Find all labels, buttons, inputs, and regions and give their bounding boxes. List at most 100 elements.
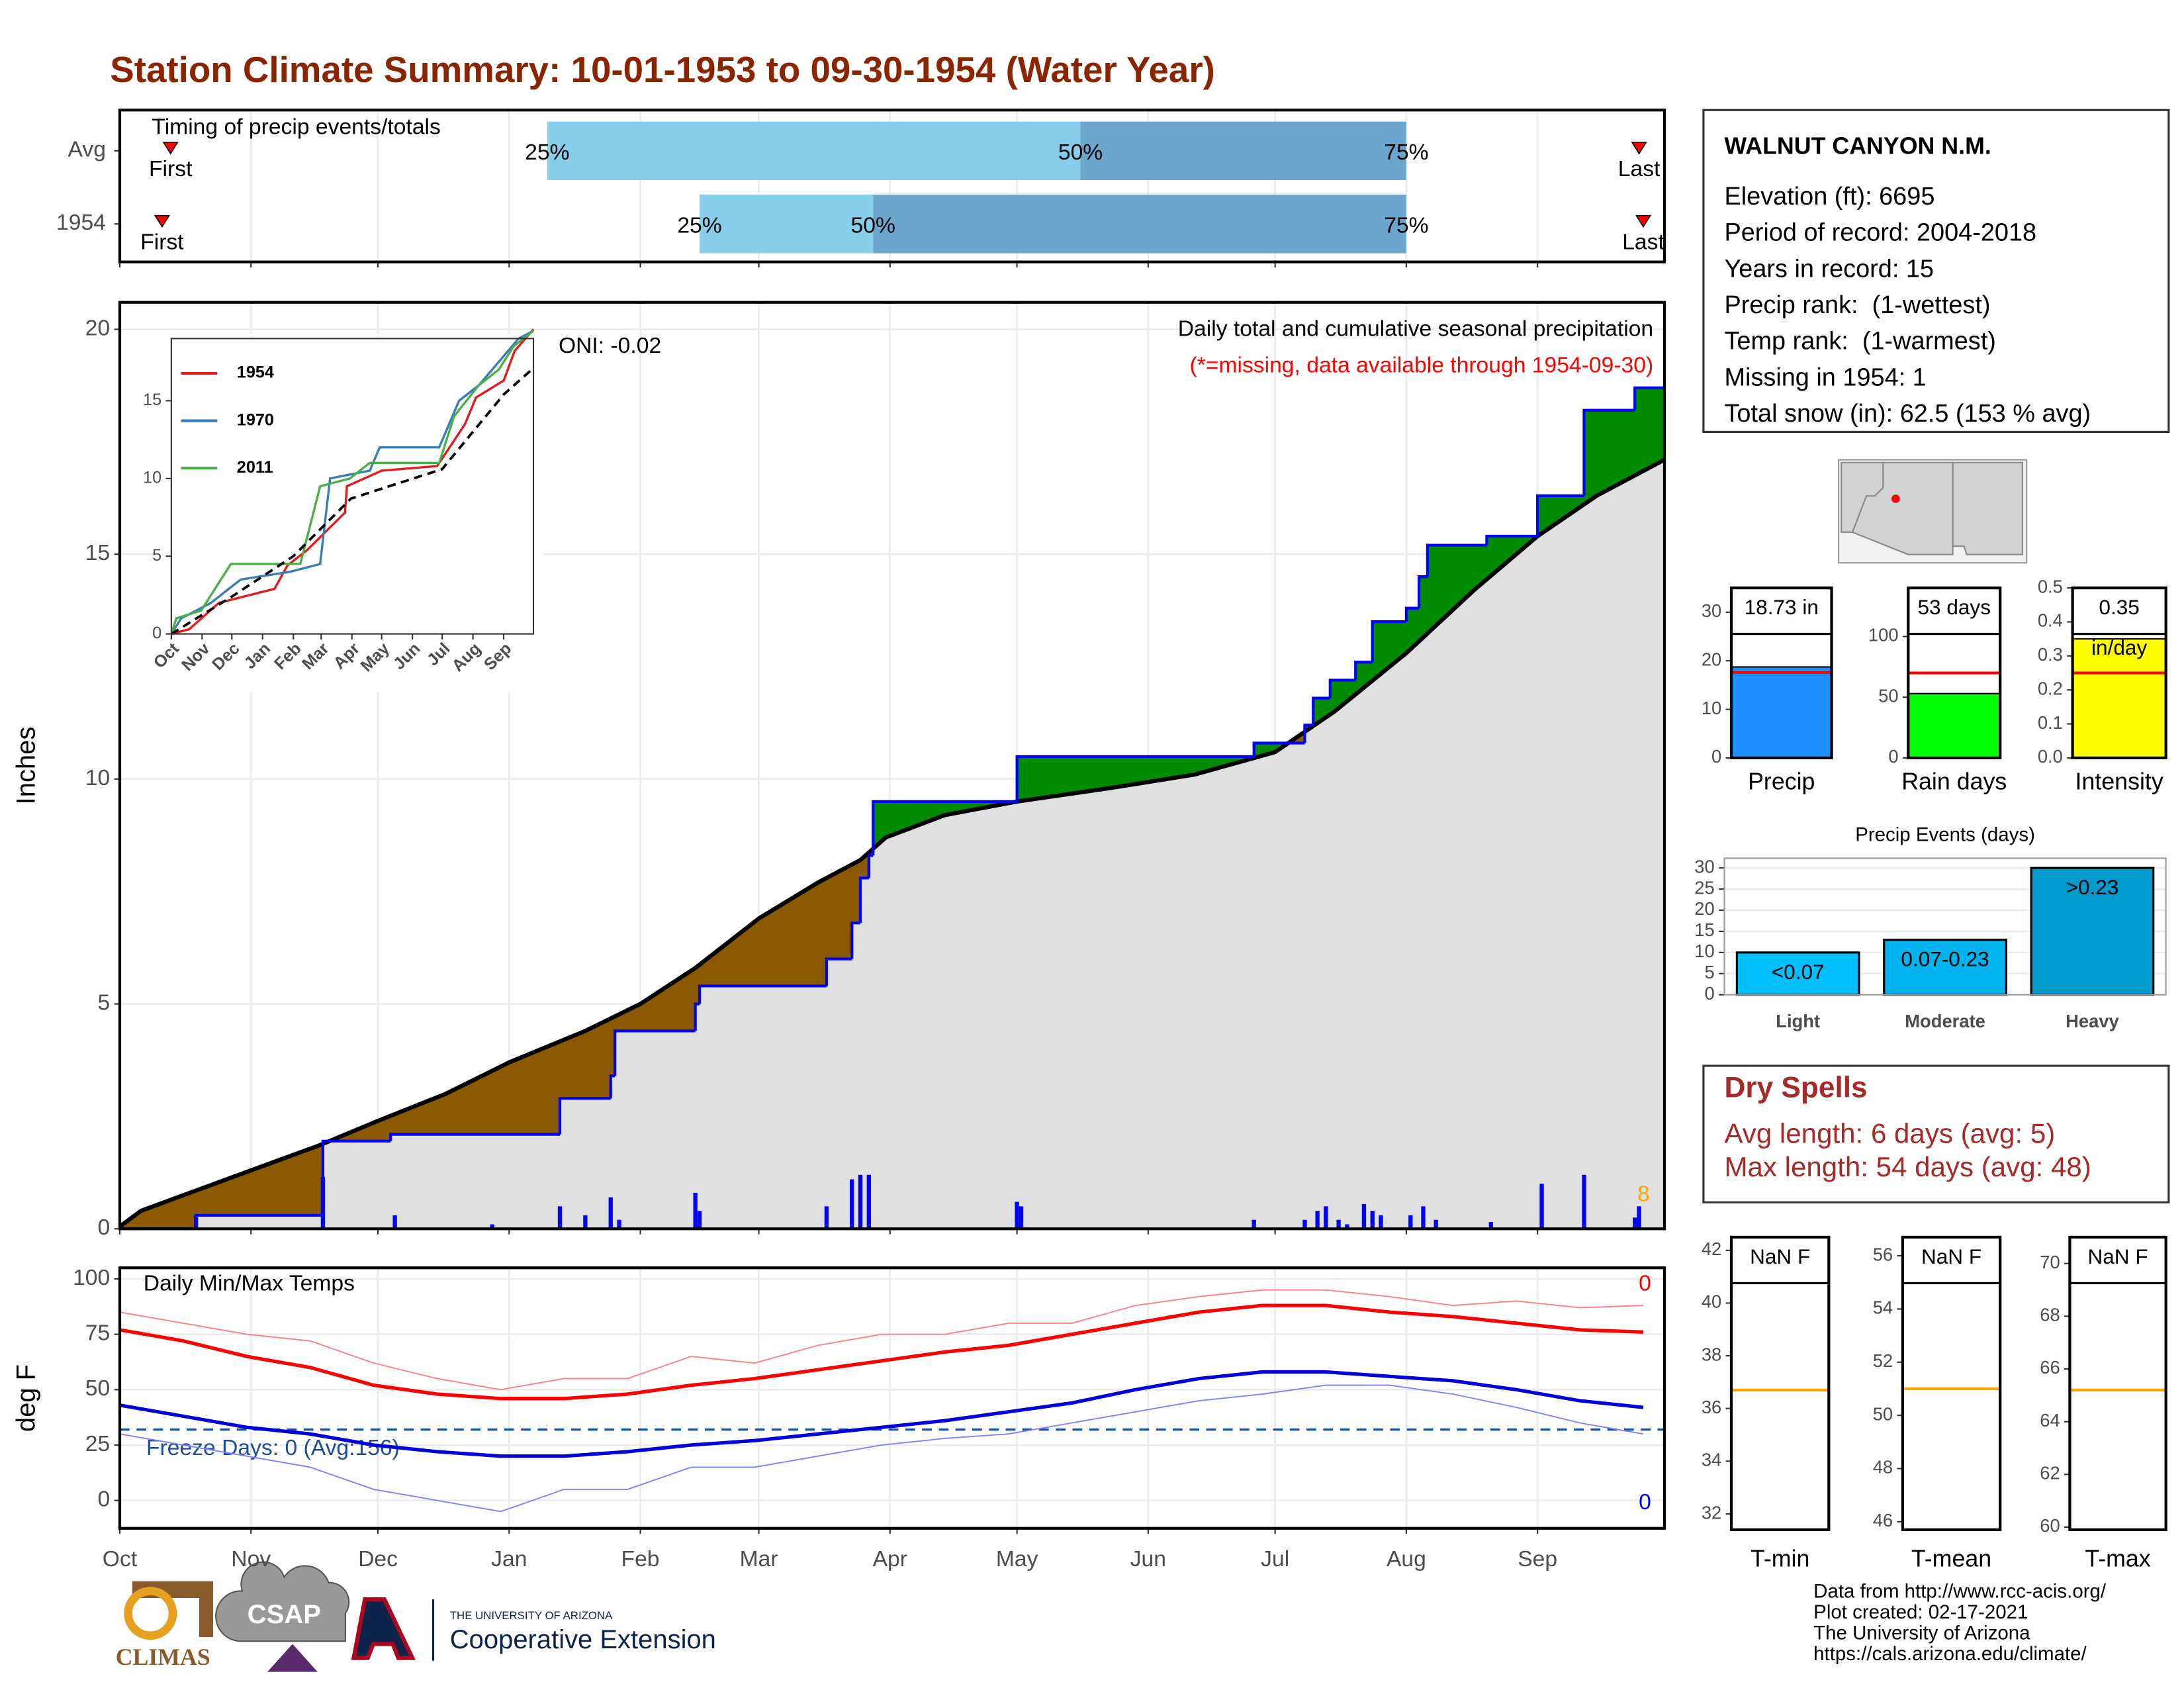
y-tick-label: 48 (1873, 1457, 1893, 1477)
bar-label: <0.07 (1772, 960, 1825, 984)
y-tick-label: 54 (1873, 1297, 1893, 1318)
cumulative-step (867, 854, 874, 878)
y-tick-label: 5 (1705, 962, 1715, 982)
cumulative-step (1418, 575, 1428, 608)
daily-bar (1302, 1219, 1307, 1229)
plot-frame (1729, 1235, 1831, 1532)
daily-bar (1421, 1206, 1426, 1229)
legend-label: 1970 (237, 410, 274, 429)
y-tick-label: 0.5 (2038, 576, 2063, 596)
cumulative-step (825, 957, 852, 986)
daily-bar (1582, 1174, 1586, 1229)
x-tick-label: Oct (103, 1547, 138, 1571)
footer-line: The University of Arizona (1813, 1622, 2030, 1644)
y-tick-label: 50 (1873, 1403, 1893, 1424)
daily-bar (1336, 1219, 1341, 1229)
daily-bar (1251, 1219, 1256, 1229)
cumulative-step (321, 1139, 391, 1215)
cumulative-step (389, 1133, 561, 1141)
category-label: Precip (1748, 768, 1815, 794)
y-tick-label: 0.4 (2038, 610, 2063, 631)
y-tick-label: 64 (2040, 1410, 2060, 1430)
y-tick-label: 0 (152, 624, 161, 642)
y-tick-label: 5 (152, 546, 161, 565)
bar (1883, 939, 2007, 996)
station-name: WALNUT CANYON N.M. (1724, 133, 1991, 160)
station-line: Total snow (in): 62.5 (153 % avg) (1724, 400, 2091, 428)
cumulative-step (1015, 755, 1254, 802)
daily-bar (608, 1197, 613, 1229)
daily-bar (1633, 1217, 1637, 1229)
legend-label: 1954 (237, 363, 274, 382)
daily-bar (1019, 1206, 1024, 1229)
cumulative-step (1582, 408, 1635, 496)
cumulative-step (1303, 724, 1314, 743)
y-tick-label: 15 (85, 541, 110, 565)
cumulative-step (614, 1029, 696, 1076)
station-line: Temp rank: (1-warmest) (1724, 328, 1995, 355)
y-tick-label: 40 (1702, 1291, 1721, 1312)
dry-spells-box (1702, 1064, 2170, 1203)
y-tick-label: 0 (1888, 746, 1898, 767)
cumulative-step (609, 1074, 615, 1099)
y-tick-label: 0.1 (2038, 712, 2063, 733)
y-tick-label: 70 (2040, 1252, 2060, 1272)
cumulative-step (1312, 696, 1330, 726)
timing-label: 25% (677, 213, 721, 238)
y-tick-label: 10 (1702, 698, 1721, 718)
footer-line: Plot created: 02-17-2021 (1813, 1601, 2028, 1623)
y-tick-label: 0 (1711, 746, 1721, 767)
series-line (170, 330, 535, 635)
chart-title: Timing of precip events/totals (152, 115, 440, 140)
chart-title: Daily Min/Max Temps (144, 1271, 355, 1295)
timing-label: First (140, 230, 184, 255)
station-line: Elevation (ft): 6695 (1724, 183, 1934, 211)
y-tick-label: 100 (1868, 625, 1899, 645)
y-tick-label: 20 (1694, 898, 1714, 919)
x-tick-label: Jun (1130, 1547, 1166, 1571)
daily-bar (1488, 1222, 1493, 1229)
daily-bar (866, 1174, 871, 1229)
plot-frame (1723, 857, 2167, 996)
cumulative-step (698, 984, 827, 1004)
y-tick-label: 25 (85, 1432, 110, 1456)
university-text: THE UNIVERSITY OF ARIZONA (450, 1609, 613, 1622)
y-tick-label: 34 (1702, 1450, 1721, 1470)
series-line (171, 328, 535, 635)
cumulative-step (694, 1002, 700, 1031)
plot-frame (118, 109, 1666, 263)
value-label: 53 days (1917, 595, 1990, 619)
y-tick-label: 10 (1694, 941, 1714, 961)
daily-bar (1379, 1215, 1383, 1229)
y-tick-label: 0 (98, 1487, 111, 1512)
cumulative-step (558, 1097, 611, 1135)
category-label: Rain days (1901, 768, 2007, 794)
y-tick-label: 0 (98, 1215, 111, 1240)
category-label: Intensity (2075, 768, 2163, 794)
timing-label: 75% (1384, 140, 1428, 165)
daily-bar (1433, 1219, 1438, 1229)
plot-frame (118, 301, 1666, 1231)
dry-spells-line: Max length: 54 days (avg: 48) (1724, 1151, 2091, 1182)
daily-bar (1315, 1211, 1320, 1229)
daily-bar (1637, 1206, 1641, 1229)
timing-label: First (149, 157, 193, 181)
y-tick-label: 68 (2040, 1305, 2060, 1325)
bar-label: >0.23 (2066, 875, 2119, 899)
annotation: 0 (1639, 1490, 1651, 1515)
cumulative-step (194, 1213, 323, 1229)
y-tick-label: 10 (143, 468, 161, 487)
plot-frame (118, 1266, 1666, 1530)
y-tick-label: 5 (98, 990, 111, 1015)
timing-bar (873, 195, 1406, 254)
x-tick-label: Jan (491, 1547, 527, 1571)
timing-marker (1631, 142, 1647, 155)
chart-title: Precip Events (days) (1855, 824, 2035, 846)
y-tick-label: 0.3 (2038, 644, 2063, 665)
x-tick-label: Feb (621, 1547, 660, 1571)
timing-bar (547, 121, 1081, 181)
y-tick-label: 42 (1702, 1239, 1721, 1259)
csap-logo-text: CSAP (248, 1600, 321, 1629)
daily-bar (1324, 1206, 1328, 1229)
y-tick-label: 66 (2040, 1357, 2060, 1378)
